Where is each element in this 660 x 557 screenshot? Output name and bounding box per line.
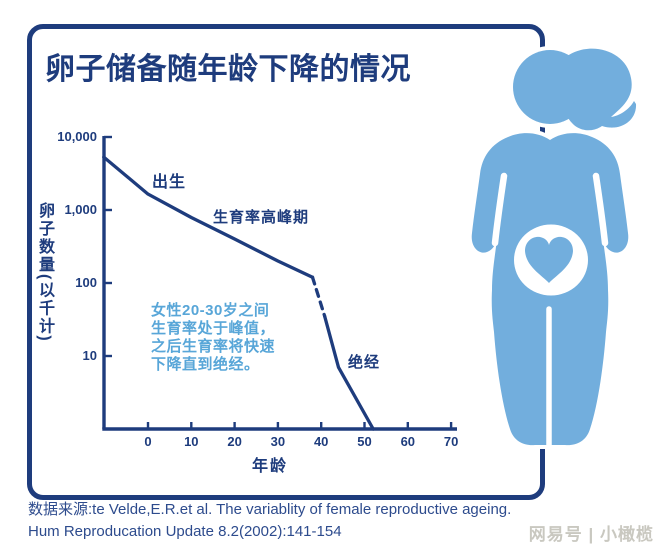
- note-line: 之后生育率将快速: [151, 338, 276, 355]
- note-line: 下降直到绝经。: [151, 356, 260, 373]
- page-title: 卵子储备随年龄下降的情况: [45, 53, 411, 86]
- x-axis-title: 年龄: [251, 458, 288, 475]
- y-tick-label: 10,000: [57, 129, 97, 144]
- source-line-1: 数据来源:te Velde,E.R.et al. The variablity …: [28, 501, 512, 518]
- x-tick-label: 20: [227, 434, 242, 449]
- data-source-citation: 数据来源:te Velde,E.R.et al. The variablity …: [28, 499, 511, 543]
- watermark-publisher: 网易号 | 小橄榄: [528, 525, 654, 544]
- note-line: 生育率处于峰值，: [151, 320, 276, 337]
- x-tick-label: 70: [443, 434, 459, 449]
- fertility-note: 女性20-30岁之间 生育率处于峰值， 之后生育率将快速 下降直到绝经。: [151, 302, 275, 374]
- x-tick-label: 50: [357, 434, 372, 449]
- y-tick-label: 100: [75, 275, 97, 290]
- annotation-menopause: 绝经: [348, 354, 381, 371]
- y-axis-title: 卵子数量(以千计): [36, 202, 53, 343]
- x-tick-label: 60: [400, 434, 416, 449]
- annotation-fertility-peak: 生育率高峰期: [213, 209, 310, 226]
- arm-gap-right: [592, 172, 609, 247]
- y-tick-label: 10: [82, 348, 97, 363]
- x-tick-label: 0: [144, 434, 152, 449]
- woman-ponytail-hair: [558, 48, 637, 131]
- chart-frame-border: [27, 24, 545, 500]
- x-tick-label: 40: [313, 434, 329, 449]
- source-line-2: Hum Reproducation Update 8.2(2002):141-1…: [28, 523, 342, 540]
- annotation-birth: 出生: [152, 174, 187, 191]
- y-tick-label: 1,000: [64, 202, 97, 217]
- x-tick-label: 10: [184, 434, 199, 449]
- note-line: 女性20-30岁之间: [151, 302, 270, 319]
- x-tick-label: 30: [270, 434, 286, 449]
